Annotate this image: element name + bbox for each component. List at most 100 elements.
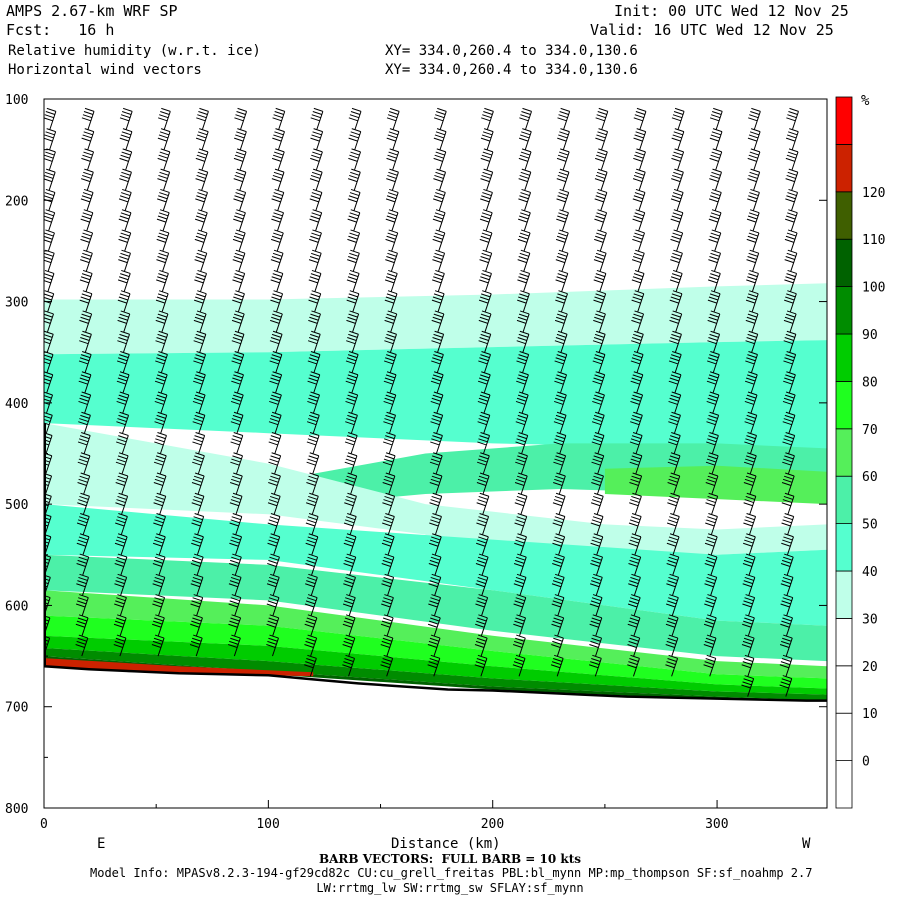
barb-staff <box>387 536 395 555</box>
field-label-wind: Horizontal wind vectors <box>8 62 202 78</box>
barb-feather <box>629 658 639 662</box>
barb-feather <box>383 634 394 639</box>
barb-feather <box>555 397 565 402</box>
barb-feather <box>154 478 165 483</box>
barb-feather <box>270 573 280 578</box>
barb-feather <box>518 256 528 260</box>
barb-feather <box>519 252 529 257</box>
barb-feather <box>672 232 682 237</box>
barb-feather <box>785 432 795 436</box>
barb-feather <box>347 178 358 183</box>
barb-feather <box>556 296 566 301</box>
barb-feather <box>383 536 394 541</box>
barb-feather <box>346 279 357 284</box>
barb-feather <box>555 238 566 243</box>
colorbar-unit: % <box>861 93 870 109</box>
barb-feather <box>781 522 791 527</box>
barb-feather <box>272 330 283 335</box>
barb-feather <box>478 495 488 500</box>
barb-feather <box>234 273 244 278</box>
barb-feather <box>669 319 679 324</box>
barb-feather <box>115 600 125 605</box>
barb-feather <box>305 563 315 567</box>
colorbar-tick-label: 10 <box>862 707 878 722</box>
barb-feather <box>553 400 564 405</box>
barb-feather <box>592 438 603 443</box>
barb-feather <box>117 319 127 324</box>
barb-feather <box>385 276 396 281</box>
barb-feather <box>744 539 754 544</box>
barb-feather <box>154 421 164 426</box>
barb-staff <box>710 516 718 535</box>
barb-feather <box>435 171 445 176</box>
barb-feather <box>782 576 793 581</box>
barb-feather <box>555 299 565 304</box>
barb-feather <box>707 397 717 402</box>
barb-feather <box>77 539 88 544</box>
barb-feather <box>706 536 717 541</box>
barb-feather <box>785 374 795 379</box>
barb-feather <box>747 432 757 436</box>
barb-staff <box>86 192 94 211</box>
barb-feather <box>743 481 754 486</box>
barb-feather <box>556 178 566 183</box>
x-tick-label: 300 <box>705 817 728 832</box>
barb-feather <box>44 117 53 122</box>
barb-feather <box>482 290 492 295</box>
barb-feather <box>785 276 795 281</box>
barb-feather <box>672 114 683 119</box>
barb-feather <box>116 597 126 602</box>
barb-feather <box>479 394 490 399</box>
barb-staff <box>354 111 362 130</box>
barb-feather <box>669 357 680 362</box>
barb-feather <box>515 539 525 544</box>
barb-feather <box>671 215 681 220</box>
barb-feather <box>157 354 167 359</box>
barb-feather <box>387 232 397 237</box>
barb-feather <box>786 195 796 200</box>
barb-feather <box>553 559 563 564</box>
barb-feather <box>516 475 527 480</box>
barb-feather <box>558 151 569 156</box>
barb-feather <box>347 198 358 203</box>
barb-feather <box>117 553 128 558</box>
barb-feather <box>594 178 605 183</box>
barb-feather <box>81 432 91 436</box>
barb-feather <box>194 472 205 477</box>
barb-feather <box>270 533 280 538</box>
barb-feather <box>708 316 718 321</box>
barb-feather <box>746 316 757 321</box>
barb-feather <box>554 478 564 483</box>
barb-feather <box>272 215 282 220</box>
barb-feather <box>194 238 205 243</box>
barb-feather <box>232 259 242 264</box>
barb-feather <box>44 290 54 295</box>
barb-feather <box>517 299 527 304</box>
barb-feather <box>555 475 565 480</box>
barb-feather <box>631 279 642 284</box>
barb-feather <box>751 107 761 112</box>
barb-feather <box>596 310 606 315</box>
barb-feather <box>271 276 281 281</box>
barb-feather <box>517 279 527 284</box>
barb-feather <box>429 559 440 564</box>
barb-feather <box>670 238 680 243</box>
barb-feather <box>347 354 358 359</box>
barb-feather <box>385 238 395 243</box>
barb-feather <box>708 296 719 301</box>
barb-feather <box>514 481 525 486</box>
barb-feather <box>552 563 562 567</box>
barb-feather <box>783 475 794 480</box>
barb-feather <box>704 640 715 645</box>
barb-feather <box>44 513 52 518</box>
barb-staff <box>709 637 717 657</box>
barb-staff <box>46 394 53 414</box>
barb-feather <box>230 559 240 564</box>
barb-staff <box>439 131 447 150</box>
barb-feather <box>118 414 128 419</box>
barb-feather <box>477 478 488 483</box>
barb-feather <box>709 178 719 183</box>
barb-feather <box>269 418 280 423</box>
barb-feather <box>670 198 681 203</box>
